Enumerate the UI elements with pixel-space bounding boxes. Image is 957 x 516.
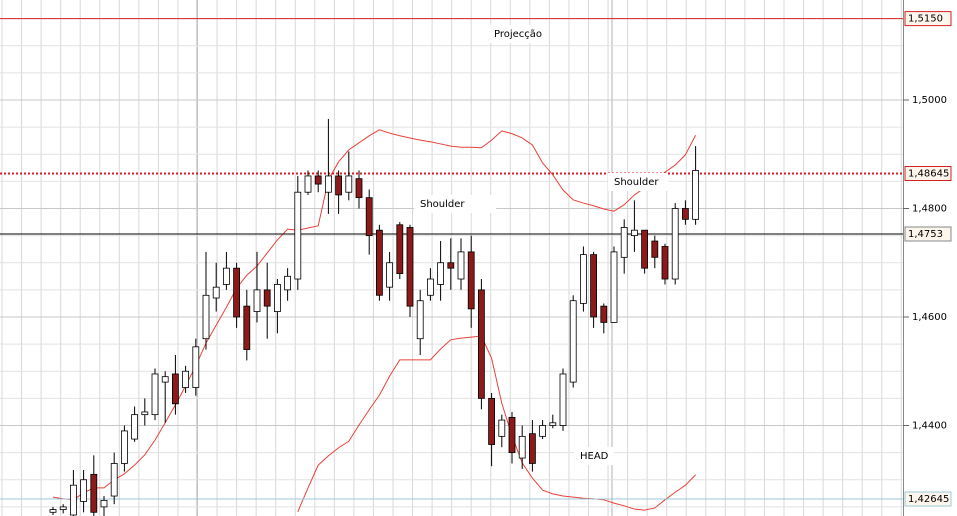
candle-body	[49, 509, 57, 513]
candle-body	[141, 411, 149, 416]
candle-body	[426, 278, 434, 296]
candle-body	[59, 506, 67, 510]
candle-body	[161, 376, 169, 383]
candle-body	[447, 262, 455, 269]
candle-body	[324, 175, 332, 193]
candle-body	[641, 229, 648, 269]
candle-body	[529, 433, 536, 464]
candle-body	[233, 267, 241, 318]
candle-body	[518, 435, 526, 459]
level-label: 1,5150	[908, 14, 943, 25]
candle-body	[345, 175, 353, 193]
candle-body	[559, 373, 567, 426]
candle-body	[171, 373, 179, 405]
candle-body	[610, 251, 618, 323]
level-label: 1,48645	[908, 169, 949, 180]
candle-body	[416, 300, 424, 340]
candle-body	[488, 397, 496, 445]
level-label-box	[904, 226, 952, 242]
plot	[0, 18, 903, 516]
price-axis	[903, 0, 957, 516]
candle-body	[396, 224, 404, 274]
annotations: Projecção Shoulder Shoulder HEAD	[414, 25, 668, 465]
candle-body	[508, 416, 516, 454]
candle-body	[182, 370, 190, 388]
annotation-bg	[574, 447, 614, 465]
candle-body	[386, 262, 394, 288]
candle-body	[651, 240, 659, 258]
candle-body	[590, 254, 597, 318]
candle-body	[549, 422, 557, 426]
candle-body	[263, 289, 271, 307]
candle-body	[580, 254, 587, 304]
candle-body	[355, 178, 363, 199]
candle-body	[273, 284, 281, 312]
candle-body	[243, 305, 251, 350]
candle-body	[222, 267, 230, 285]
candle-body	[192, 346, 200, 388]
candle-body	[661, 246, 669, 280]
candle-body	[80, 479, 87, 502]
candle-body	[375, 229, 383, 296]
annotation-bg	[608, 173, 668, 191]
level-label-box	[904, 166, 952, 182]
candle-body	[121, 430, 128, 464]
candle-body	[600, 305, 608, 323]
annotation: Shoulder	[420, 199, 465, 210]
candle-body	[498, 419, 506, 437]
candle-body	[569, 300, 577, 383]
candle-body	[539, 425, 546, 437]
y-tick-label: 1,5000	[912, 95, 947, 106]
level-label-box	[904, 11, 952, 27]
candle-body	[70, 484, 77, 516]
candle-body	[212, 286, 220, 299]
annotation-bg	[488, 25, 548, 43]
y-tick-label: 1,4400	[912, 421, 947, 432]
candle-body	[253, 289, 261, 312]
candle-body	[620, 227, 628, 258]
candle-body	[692, 170, 699, 220]
candle-body	[671, 208, 679, 280]
candle-body	[467, 251, 475, 310]
band-line	[297, 335, 696, 512]
annotation-bg	[414, 195, 496, 213]
candle-body	[284, 275, 292, 291]
level-label-box	[904, 491, 952, 507]
candle-body	[365, 197, 373, 237]
candle-body	[202, 294, 210, 340]
candle-body	[304, 175, 312, 193]
y-tick-label: 1,4600	[912, 312, 947, 323]
level-label: 1,4753	[908, 229, 943, 240]
annotation: Projecção	[494, 29, 542, 40]
candle-body	[437, 262, 445, 285]
candle-body	[100, 499, 108, 508]
candle-body	[314, 175, 322, 185]
candle-body	[110, 463, 118, 497]
candle-body	[131, 414, 139, 440]
candle-body	[294, 191, 302, 280]
candle-body	[406, 227, 414, 307]
candle-body	[335, 175, 343, 196]
y-tick-label: 1,4800	[912, 203, 947, 214]
grid	[0, 0, 903, 516]
band-line	[52, 129, 697, 501]
annotation: HEAD	[580, 451, 609, 462]
price-axis-labels: 1,5000 1,4800 1,4600 1,4400 1,5150 1,48645 1,4…	[903, 11, 952, 507]
candle-body	[151, 373, 159, 416]
level-label: 1,42645	[908, 494, 949, 505]
candle-body	[682, 208, 689, 220]
candle-body	[457, 251, 465, 280]
candle-body	[477, 289, 485, 399]
candle-body	[631, 229, 638, 237]
candle-body	[90, 473, 98, 513]
annotation: Shoulder	[614, 177, 659, 188]
